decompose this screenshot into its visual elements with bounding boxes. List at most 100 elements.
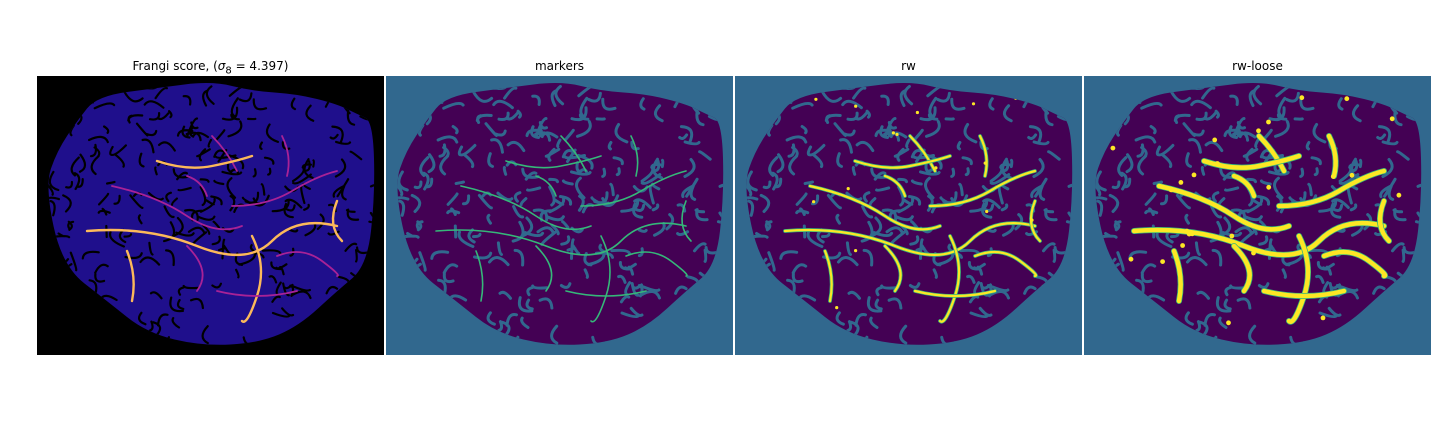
vessel-segment bbox=[1261, 288, 1347, 299]
frangi-vessels bbox=[85, 135, 344, 323]
markers-image bbox=[386, 76, 733, 355]
vessel-segment bbox=[1377, 198, 1392, 244]
vessel-segment bbox=[535, 245, 553, 292]
vessel-segment bbox=[111, 185, 243, 231]
rw-vessel-labels bbox=[773, 95, 1045, 330]
vessel-speck bbox=[971, 102, 976, 106]
frangi-tissue-region bbox=[48, 83, 375, 345]
vessel-segment bbox=[823, 249, 833, 303]
vessel-segment bbox=[883, 174, 907, 198]
vessel-segment bbox=[1231, 173, 1257, 199]
vessel-speck bbox=[1229, 233, 1235, 239]
vessel-speck bbox=[1349, 172, 1355, 178]
vessel-segment bbox=[1276, 168, 1387, 209]
vessel-segment bbox=[630, 135, 639, 177]
vessel-segment bbox=[908, 134, 937, 173]
markers-vessel-labels bbox=[435, 135, 692, 323]
vessel-segment bbox=[973, 250, 1038, 278]
vessel-segment bbox=[1156, 183, 1292, 232]
vessel-speck bbox=[985, 209, 989, 214]
vessel-speck bbox=[915, 110, 919, 115]
vessel-segment bbox=[535, 175, 557, 197]
rw-loose-vessel-labels bbox=[1109, 95, 1415, 326]
vessel-speck bbox=[1186, 231, 1192, 237]
vessel-speck bbox=[891, 131, 895, 135]
vessel-segment bbox=[281, 135, 290, 177]
rw-loose-tissue-region bbox=[1095, 83, 1422, 345]
tissue-shape bbox=[1095, 83, 1422, 345]
rw-panel-title: rw bbox=[901, 59, 916, 73]
vessel-segment bbox=[125, 249, 135, 303]
vessel-speck bbox=[983, 161, 987, 165]
vessel-segment bbox=[505, 155, 602, 169]
rw-loose-panel-title: rw-loose bbox=[1232, 59, 1283, 73]
vessel-segment bbox=[276, 251, 339, 277]
markers-svg bbox=[386, 76, 733, 355]
vessel-segment bbox=[580, 170, 687, 207]
frangi-score-image bbox=[37, 76, 384, 355]
rw-tissue-region bbox=[746, 83, 1073, 345]
vessel-segment bbox=[1201, 153, 1302, 170]
vessel-segment bbox=[1326, 133, 1338, 179]
frangi-title-subscript: 8 bbox=[225, 65, 232, 77]
vessel-segment bbox=[211, 135, 238, 172]
vessel-segment bbox=[1029, 199, 1042, 243]
vessel-speck bbox=[895, 132, 899, 136]
vessel-segment bbox=[460, 185, 592, 231]
vessel-speck bbox=[835, 306, 839, 310]
vessel-segment bbox=[913, 289, 997, 298]
vessel-segment bbox=[1171, 248, 1183, 304]
vessel-speck bbox=[1256, 128, 1261, 134]
vessel-speck bbox=[1128, 256, 1134, 262]
vessel-speck bbox=[934, 166, 938, 170]
rw-loose-svg bbox=[1084, 76, 1431, 355]
vessel-speck bbox=[1389, 116, 1395, 122]
vessel-segment bbox=[783, 222, 1037, 256]
markers-panel-title: markers bbox=[534, 59, 585, 73]
vessel-speck bbox=[1320, 315, 1326, 321]
vessel-segment bbox=[883, 244, 902, 293]
tissue-shape bbox=[48, 83, 375, 345]
vessel-segment bbox=[1321, 249, 1388, 279]
vessel-speck bbox=[1251, 250, 1256, 256]
vessel-speck bbox=[854, 104, 858, 108]
vessel-speck bbox=[814, 97, 818, 101]
tissue-shape bbox=[397, 83, 724, 345]
vessel-speck bbox=[1030, 218, 1034, 222]
vessel-speck bbox=[1212, 137, 1218, 143]
vessel-segment bbox=[808, 184, 942, 231]
vessel-segment bbox=[853, 154, 952, 169]
vessel-speck bbox=[1178, 180, 1184, 185]
vessel-speck bbox=[1226, 320, 1231, 326]
vessel-speck bbox=[1266, 119, 1271, 125]
vessel-segment bbox=[216, 290, 298, 297]
vessel-segment bbox=[625, 251, 688, 277]
vessel-speck bbox=[1299, 95, 1305, 101]
vessel-segment bbox=[331, 199, 344, 243]
vessel-segment bbox=[565, 290, 647, 297]
vessel-speck bbox=[1396, 192, 1402, 198]
rw-loose-image bbox=[1084, 76, 1431, 355]
vessel-segment bbox=[1256, 133, 1287, 174]
vessel-speck bbox=[1344, 96, 1350, 102]
vessel-speck bbox=[1266, 184, 1272, 190]
vessel-speck bbox=[812, 200, 816, 204]
vessel-segment bbox=[681, 200, 692, 242]
frangi-title-value: = 4.397) bbox=[231, 59, 289, 73]
rw-svg bbox=[735, 76, 1082, 355]
vessel-segment bbox=[155, 154, 254, 169]
vessel-segment bbox=[186, 175, 208, 197]
vessel-speck bbox=[1330, 174, 1336, 179]
vessel-speck bbox=[1180, 243, 1185, 248]
vessel-speck bbox=[846, 187, 850, 191]
vessel-speck bbox=[1110, 145, 1116, 151]
vessel-segment bbox=[85, 222, 339, 256]
vessel-segment bbox=[435, 222, 687, 256]
tissue-shape bbox=[746, 83, 1073, 345]
frangi-title-prefix: Frangi score, ( bbox=[132, 59, 218, 73]
markers-tissue-region bbox=[397, 83, 724, 345]
vessel-segment bbox=[928, 169, 1037, 208]
vessel-segment bbox=[978, 134, 988, 178]
vessel-speck bbox=[1160, 259, 1165, 264]
vessel-segment bbox=[231, 170, 338, 207]
